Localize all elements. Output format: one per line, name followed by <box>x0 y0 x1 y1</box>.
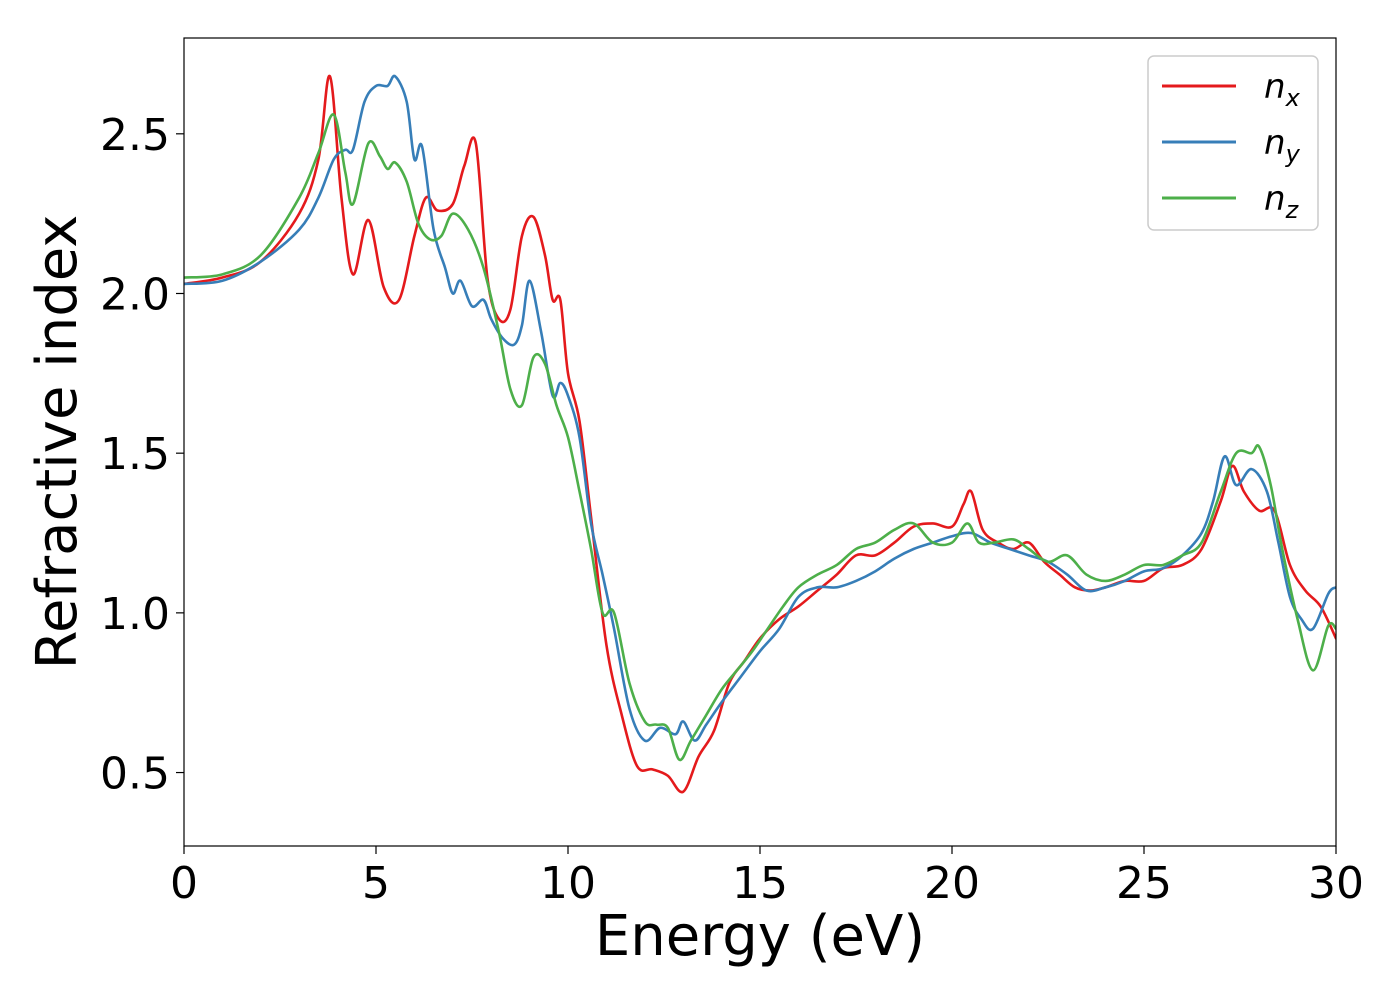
plot-area <box>184 38 1336 846</box>
x-tick-label: 5 <box>362 858 390 909</box>
y-tick-label: 0.5 <box>100 749 170 800</box>
series-line-n-y <box>184 74 1336 743</box>
x-tick-label: 0 <box>170 858 198 909</box>
legend-label: nz <box>1264 179 1300 224</box>
y-axis-ticks: 0.5 1.0 1.5 2.0 2.5 <box>100 110 184 800</box>
legend-label: nx <box>1264 67 1301 112</box>
x-tick-label: 10 <box>540 858 596 909</box>
y-tick-label: 1.0 <box>100 589 170 640</box>
x-tick-label: 25 <box>1116 858 1172 909</box>
y-axis-label: Refractive index <box>25 215 90 670</box>
series-layer <box>184 74 1336 794</box>
legend-label: ny <box>1264 123 1301 168</box>
series-line-n-z <box>184 113 1336 762</box>
series-line-n-x <box>184 75 1336 794</box>
y-tick-label: 2.5 <box>100 110 170 161</box>
x-tick-label: 30 <box>1308 858 1364 909</box>
x-tick-label: 20 <box>924 858 980 909</box>
x-axis-ticks: 0 5 10 15 20 25 30 <box>170 846 1364 909</box>
x-axis-label: Energy (eV) <box>595 904 925 969</box>
x-tick-label: 15 <box>732 858 788 909</box>
y-tick-label: 2.0 <box>100 269 170 320</box>
legend: nx ny nz <box>1147 55 1319 231</box>
y-tick-label: 1.5 <box>100 429 170 480</box>
